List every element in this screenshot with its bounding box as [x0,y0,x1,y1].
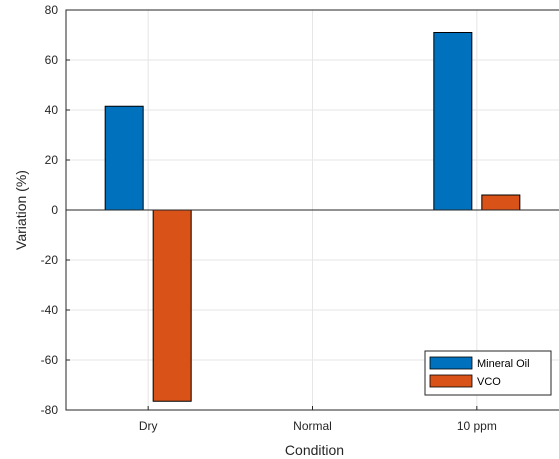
legend: Mineral Oil VCO [424,350,552,396]
bar-mineral-oil-10-ppm [433,32,473,211]
x-axis-title: Condition [285,442,344,458]
legend-label-vco: VCO [477,376,501,388]
y-tick-label: -20 [41,253,59,267]
y-tick-label: -40 [41,303,59,317]
y-tick-label: 40 [45,103,59,117]
y-axis-ticks: -80 -60 -40 -20 0 20 40 60 80 [41,3,70,417]
bar-mineral-oil-dry [104,105,144,211]
x-tick-label: Normal [293,419,332,433]
x-tick-label: 10 ppm [457,419,497,433]
y-tick-label: 80 [45,3,59,17]
bar-vco-10-ppm [481,194,521,211]
y-tick-label: 0 [51,203,58,217]
x-axis-ticks: Dry Normal 10 ppm [139,406,497,433]
legend-swatch-mineral-oil [429,356,473,370]
y-tick-label: 60 [45,53,59,67]
bars [104,32,521,402]
y-axis-title: Variation (%) [13,170,29,250]
x-tick-label: Dry [139,419,158,433]
y-tick-label: 20 [45,153,59,167]
legend-label-mineral-oil: Mineral Oil [477,358,530,370]
legend-swatch-vco [429,374,473,388]
bar-vco-dry [152,209,192,402]
y-tick-label: -60 [41,353,59,367]
y-tick-label: -80 [41,403,59,417]
